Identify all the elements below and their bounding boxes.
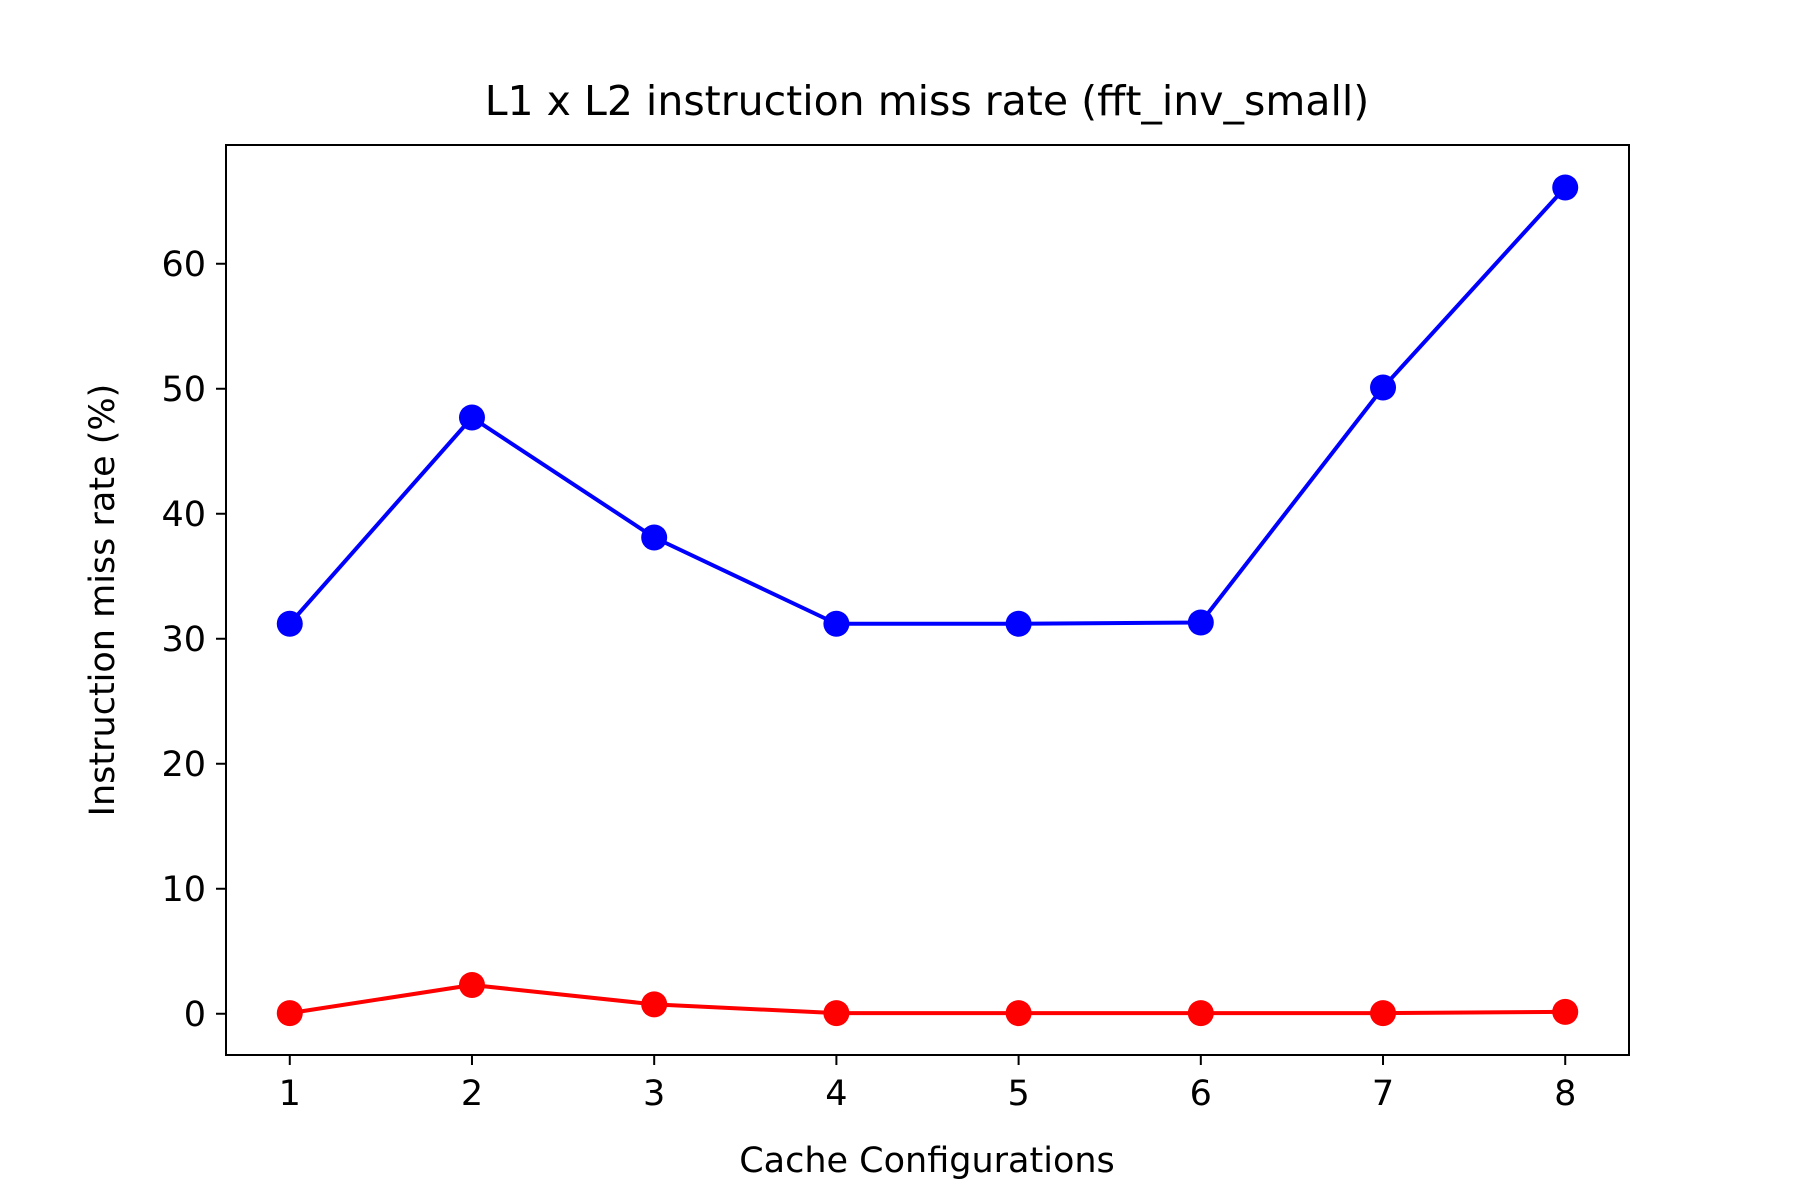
data-point-series-2-x5 xyxy=(1005,1000,1032,1027)
data-point-series-2-x3 xyxy=(641,991,668,1018)
chart-title: L1 x L2 instruction miss rate (fft_inv_s… xyxy=(485,77,1370,125)
data-point-series-1-x4 xyxy=(823,610,850,637)
data-point-series-1-x7 xyxy=(1370,374,1397,401)
data-point-series-2-x8 xyxy=(1552,998,1579,1025)
x-tick-label: 6 xyxy=(1190,1074,1212,1114)
y-tick-label: 40 xyxy=(161,495,206,535)
data-point-series-1-x8 xyxy=(1552,174,1579,201)
x-axis-label: Cache Configurations xyxy=(739,1141,1115,1181)
y-axis: 0 10 20 30 40 50 60 xyxy=(161,245,226,1035)
x-tick-label: 4 xyxy=(825,1074,847,1114)
y-axis-label: Instruction miss rate (%) xyxy=(83,384,123,817)
x-axis: 1 2 3 4 5 6 7 8 xyxy=(279,1055,1576,1114)
y-tick-label: 30 xyxy=(161,620,206,660)
data-point-series-2-x7 xyxy=(1370,1000,1397,1027)
series-line-2 xyxy=(289,983,1566,1016)
data-point-series-1-x1 xyxy=(276,610,303,637)
y-tick-label: 0 xyxy=(184,995,206,1035)
data-point-series-1-x6 xyxy=(1187,609,1214,636)
data-point-series-2-x6 xyxy=(1187,1000,1214,1027)
data-point-series-1-x5 xyxy=(1005,610,1032,637)
series-line-1 xyxy=(288,186,1567,626)
x-tick-label: 1 xyxy=(279,1074,301,1114)
data-point-series-1-x3 xyxy=(641,524,668,551)
x-tick-label: 3 xyxy=(643,1074,665,1114)
series-layer xyxy=(276,174,1579,1027)
data-point-series-2-x4 xyxy=(823,1000,850,1027)
data-point-series-1-x2 xyxy=(458,404,485,431)
y-tick-label: 10 xyxy=(161,870,206,910)
x-tick-label: 8 xyxy=(1554,1074,1576,1114)
plot-frame xyxy=(225,144,1630,1056)
data-point-series-2-x1 xyxy=(276,1000,303,1027)
x-tick-label: 5 xyxy=(1007,1074,1029,1114)
data-point-series-2-x2 xyxy=(458,972,485,998)
y-tick-label: 60 xyxy=(161,245,206,285)
y-tick-label: 50 xyxy=(161,370,206,410)
y-tick-label: 20 xyxy=(161,745,206,785)
x-tick-label: 7 xyxy=(1372,1074,1394,1114)
x-tick-label: 2 xyxy=(461,1074,483,1114)
